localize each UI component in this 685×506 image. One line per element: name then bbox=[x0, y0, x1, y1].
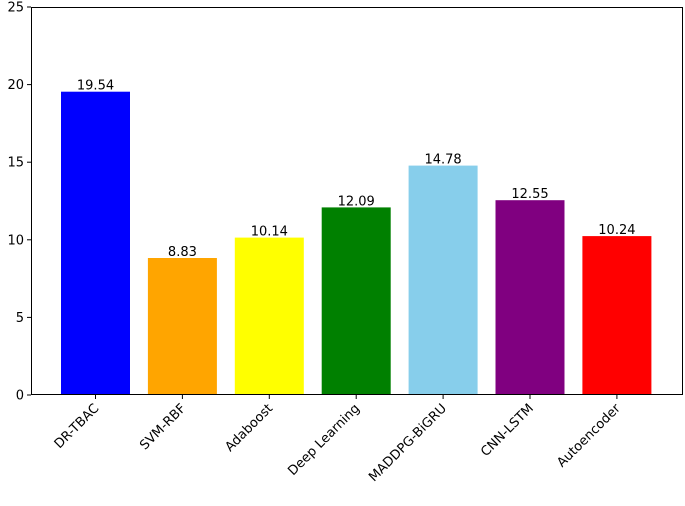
bar-maddpg-bigru bbox=[408, 165, 478, 395]
plot-frame bbox=[31, 7, 683, 395]
bar-dr-tbac bbox=[61, 91, 130, 395]
x-tick-label: CNN-LSTM bbox=[478, 401, 537, 460]
bars-group bbox=[61, 91, 652, 395]
data-label: 12.55 bbox=[511, 187, 548, 202]
x-tick-label: Deep Learning bbox=[285, 401, 363, 479]
data-label: 12.09 bbox=[338, 194, 375, 209]
x-tick-label: MADDPG-BiGRU bbox=[366, 401, 450, 485]
y-axis: 0 5 10 15 20 25 bbox=[7, 1, 31, 404]
y-tick-label: 15 bbox=[7, 156, 24, 171]
bar-svm-rbf bbox=[147, 258, 217, 395]
y-tick-label: 20 bbox=[7, 78, 24, 93]
bar-autoencoder bbox=[582, 236, 652, 395]
y-tick-label: 0 bbox=[16, 389, 24, 404]
x-axis: DR-TBAC SVM-RBF Adaboost Deep Learning MADDP… bbox=[52, 395, 624, 485]
x-tick-label: DR-TBAC bbox=[52, 401, 103, 452]
data-label: 19.54 bbox=[77, 79, 114, 94]
y-tick-label: 5 bbox=[16, 311, 24, 326]
data-label: 14.78 bbox=[424, 153, 461, 168]
y-tick-label: 25 bbox=[7, 1, 24, 16]
x-tick-label: Autoencoder bbox=[554, 401, 624, 471]
data-labels-group: 19.54 8.83 10.14 12.09 14.78 12.55 10.24 bbox=[77, 79, 636, 260]
data-label: 8.83 bbox=[168, 245, 197, 260]
bar-deep-learning bbox=[321, 207, 391, 395]
x-tick-label: Adaboost bbox=[222, 401, 276, 455]
bar-cnn-lstm bbox=[495, 200, 565, 395]
x-tick-label: SVM-RBF bbox=[137, 401, 189, 453]
bar-adaboost bbox=[234, 237, 304, 395]
data-label: 10.14 bbox=[251, 225, 288, 240]
y-tick-label: 10 bbox=[7, 233, 24, 248]
data-label: 10.24 bbox=[598, 223, 635, 238]
